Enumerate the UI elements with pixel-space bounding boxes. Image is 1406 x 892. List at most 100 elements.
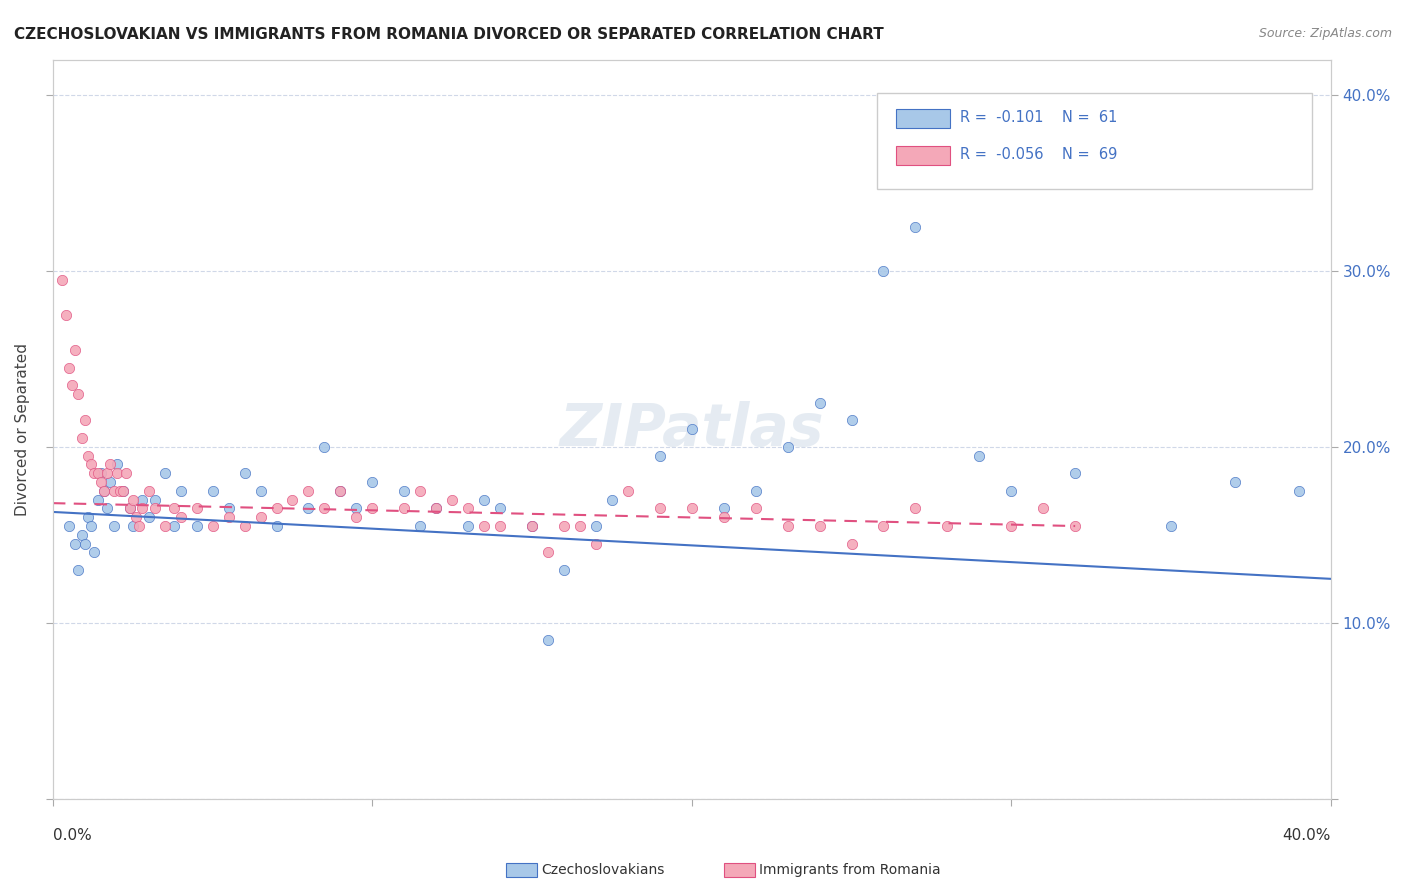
Text: 0.0%: 0.0%: [53, 829, 91, 844]
Point: [1032, 501, 1054, 516]
Point: [648, 501, 671, 516]
Point: [1064, 519, 1087, 533]
Point: [537, 633, 560, 648]
Point: [100, 475, 122, 489]
Point: [58, 519, 80, 533]
Point: [489, 501, 512, 516]
Point: [138, 483, 160, 498]
Point: [186, 501, 208, 516]
Point: [841, 413, 863, 427]
Point: [143, 501, 166, 516]
Bar: [896, 109, 950, 128]
Point: [841, 536, 863, 550]
Point: [249, 510, 271, 524]
Point: [744, 483, 766, 498]
Point: [520, 519, 543, 533]
Point: [457, 501, 479, 516]
Point: [77, 510, 100, 524]
Point: [394, 501, 416, 516]
Point: [297, 483, 319, 498]
Point: [681, 422, 703, 436]
Point: [441, 492, 464, 507]
Point: [297, 501, 319, 516]
Point: [118, 501, 141, 516]
Point: [105, 467, 128, 481]
Point: [489, 519, 512, 533]
Point: [100, 458, 122, 472]
Point: [121, 519, 143, 533]
Point: [128, 519, 150, 533]
Point: [553, 563, 575, 577]
Point: [808, 519, 831, 533]
Point: [58, 360, 80, 375]
Point: [249, 483, 271, 498]
Point: [112, 483, 135, 498]
Point: [776, 519, 799, 533]
Point: [329, 483, 352, 498]
Point: [163, 519, 186, 533]
Point: [67, 387, 90, 401]
Point: [186, 519, 208, 533]
Point: [457, 519, 479, 533]
Point: [553, 519, 575, 533]
Point: [70, 431, 93, 445]
Point: [77, 449, 100, 463]
Point: [90, 475, 112, 489]
Point: [266, 501, 288, 516]
Point: [1160, 519, 1182, 533]
Point: [1223, 475, 1246, 489]
Point: [131, 501, 153, 516]
Point: [103, 519, 125, 533]
Point: [218, 501, 240, 516]
Point: [73, 413, 96, 427]
Point: [143, 492, 166, 507]
Point: [103, 483, 125, 498]
Point: [713, 501, 735, 516]
Point: [108, 483, 131, 498]
Point: [266, 519, 288, 533]
Point: [1064, 467, 1087, 481]
Point: [361, 501, 384, 516]
Point: [118, 501, 141, 516]
Text: R =  -0.101    N =  61: R = -0.101 N = 61: [960, 110, 1118, 125]
Point: [80, 458, 103, 472]
Point: [969, 449, 991, 463]
Point: [131, 492, 153, 507]
Point: [713, 510, 735, 524]
Point: [170, 510, 193, 524]
Y-axis label: Divorced or Separated: Divorced or Separated: [15, 343, 30, 516]
Point: [115, 467, 138, 481]
Point: [344, 501, 367, 516]
Point: [125, 510, 148, 524]
Text: Source: ZipAtlas.com: Source: ZipAtlas.com: [1258, 27, 1392, 40]
Point: [93, 483, 115, 498]
Point: [394, 483, 416, 498]
Point: [121, 492, 143, 507]
Point: [65, 536, 87, 550]
Point: [537, 545, 560, 559]
Point: [1000, 519, 1022, 533]
Point: [90, 467, 112, 481]
Point: [1000, 483, 1022, 498]
Point: [105, 458, 128, 472]
Point: [233, 519, 256, 533]
Point: [73, 536, 96, 550]
Point: [329, 483, 352, 498]
Point: [83, 467, 105, 481]
Text: ZIPatlas: ZIPatlas: [560, 401, 824, 458]
Point: [617, 483, 640, 498]
Point: [55, 308, 77, 322]
Point: [1288, 483, 1310, 498]
Point: [776, 440, 799, 454]
Point: [904, 219, 927, 234]
Point: [904, 501, 927, 516]
Point: [96, 501, 118, 516]
Point: [86, 492, 108, 507]
Point: [872, 519, 894, 533]
Point: [60, 378, 83, 392]
Point: [425, 501, 447, 516]
Point: [112, 483, 135, 498]
Point: [520, 519, 543, 533]
Point: [472, 519, 495, 533]
Point: [425, 501, 447, 516]
